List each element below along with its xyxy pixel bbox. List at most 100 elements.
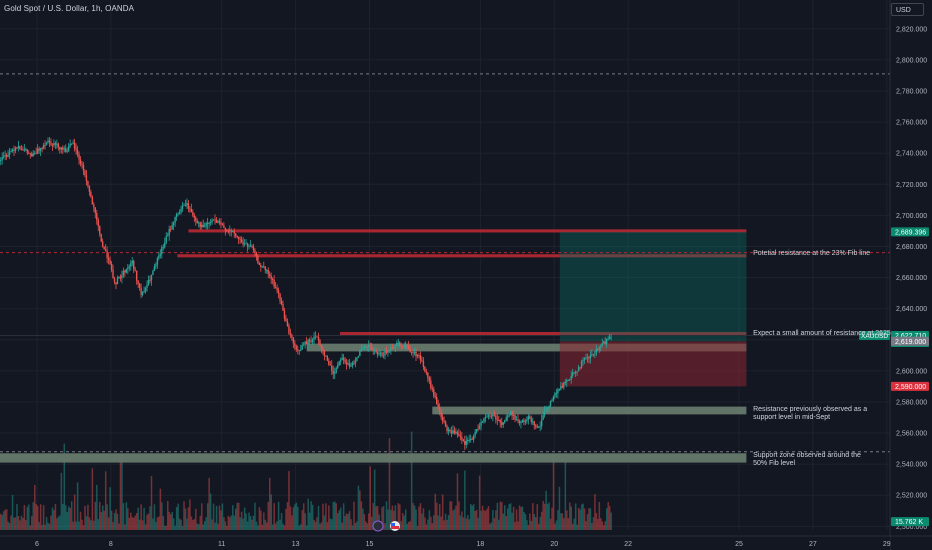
volume-bar	[431, 523, 434, 530]
candle-body	[67, 145, 70, 151]
candle-body	[69, 144, 71, 146]
candle-body	[39, 148, 42, 151]
candle-body	[421, 360, 423, 362]
annotation-note[interactable]: Expect a small amount of resistance at 2…	[753, 330, 891, 338]
annotation-note[interactable]: Resistance previously observed as a suppo…	[753, 406, 867, 422]
volume-bar	[384, 523, 386, 530]
candle-body	[70, 143, 73, 145]
volume-bar	[91, 468, 94, 530]
volume-bar	[133, 517, 135, 530]
resistance-2625	[339, 331, 747, 336]
volume-bar	[518, 505, 521, 530]
volume-bar	[555, 520, 558, 530]
candle-body	[189, 208, 191, 210]
candle-body	[270, 276, 272, 279]
candle-body	[251, 245, 253, 247]
candle-body	[574, 372, 577, 374]
candle-body	[169, 228, 172, 230]
volume-bar	[66, 512, 69, 530]
volume-bar	[233, 515, 236, 530]
candle-body	[218, 221, 221, 223]
volume-bar	[19, 520, 21, 530]
annotation-note[interactable]: Potetial resistance at the 23% Fib line	[753, 250, 870, 258]
volume-bar	[336, 513, 339, 530]
candle-body	[167, 235, 169, 237]
candle-body	[36, 148, 39, 154]
volume-bar	[348, 511, 351, 530]
candle-body	[23, 149, 26, 151]
candle-body	[492, 414, 494, 417]
volume-bar	[394, 505, 397, 530]
candle-body	[446, 426, 448, 432]
time-tick-label: 8	[109, 541, 113, 548]
volume-bar	[407, 522, 410, 530]
volume-bar	[456, 473, 459, 530]
volume-bar	[483, 510, 485, 530]
candle-body	[325, 355, 327, 357]
volume-bar	[289, 506, 292, 530]
volume-bar	[180, 519, 182, 530]
volume-bar	[165, 525, 168, 530]
time-tick-label: 20	[550, 541, 558, 548]
currency-button[interactable]: USD	[891, 3, 924, 16]
volume-bar	[115, 509, 117, 530]
volume-bar	[243, 507, 246, 530]
candle-body	[175, 214, 178, 217]
candle-body	[134, 269, 136, 271]
volume-bar	[236, 502, 238, 530]
volume-bar	[530, 520, 533, 530]
candle-body	[326, 355, 329, 361]
candle-body	[375, 350, 377, 353]
candle-body	[283, 310, 286, 319]
volume-bar	[135, 513, 138, 530]
candle-body	[470, 438, 472, 440]
volume-bar	[472, 504, 475, 530]
candle-body	[161, 247, 163, 255]
candle-body	[165, 236, 167, 243]
volume-bar	[560, 513, 562, 530]
time-tick-label: 27	[809, 541, 817, 548]
volume-bar	[441, 494, 444, 530]
volume-bar	[45, 517, 48, 530]
volume-bar	[196, 523, 199, 530]
volume-bar	[580, 504, 583, 530]
candle-body	[577, 367, 580, 372]
volume-bar	[373, 469, 376, 530]
volume-bar	[88, 517, 91, 530]
candle-body	[391, 347, 394, 349]
candle-body	[334, 372, 336, 374]
annotation-note[interactable]: Support zone observed around the 50% Fib …	[753, 452, 861, 468]
volume-bar	[341, 522, 343, 530]
volume-bar	[307, 498, 309, 530]
volume-bar	[8, 522, 11, 530]
volume-bar	[316, 517, 318, 530]
volume-bar	[100, 512, 103, 530]
candle-body	[360, 349, 363, 351]
volume-bar	[427, 519, 429, 530]
volume-bar	[29, 525, 32, 530]
volume-bar	[112, 522, 114, 530]
volume-bar	[542, 501, 544, 530]
candle-body	[76, 149, 79, 155]
candle-body	[236, 236, 238, 237]
candle-body	[487, 415, 490, 417]
candle-body	[362, 348, 364, 350]
volume-bar	[261, 524, 264, 530]
volume-bar	[450, 501, 453, 530]
candle-body	[97, 220, 99, 227]
price-tick-label: 2,760.000	[896, 120, 927, 127]
volume-bar	[122, 503, 125, 530]
candle-body	[560, 386, 562, 390]
volume-bar	[38, 522, 40, 530]
volume-bar	[449, 501, 451, 530]
candle-body	[181, 205, 184, 210]
volume-bar	[168, 511, 170, 530]
volume-bar	[480, 510, 482, 530]
candle-body	[101, 241, 104, 247]
volume-bar	[237, 502, 240, 530]
flash-icon	[372, 520, 384, 532]
volume-bar	[366, 523, 369, 530]
volume-bar	[543, 503, 546, 530]
